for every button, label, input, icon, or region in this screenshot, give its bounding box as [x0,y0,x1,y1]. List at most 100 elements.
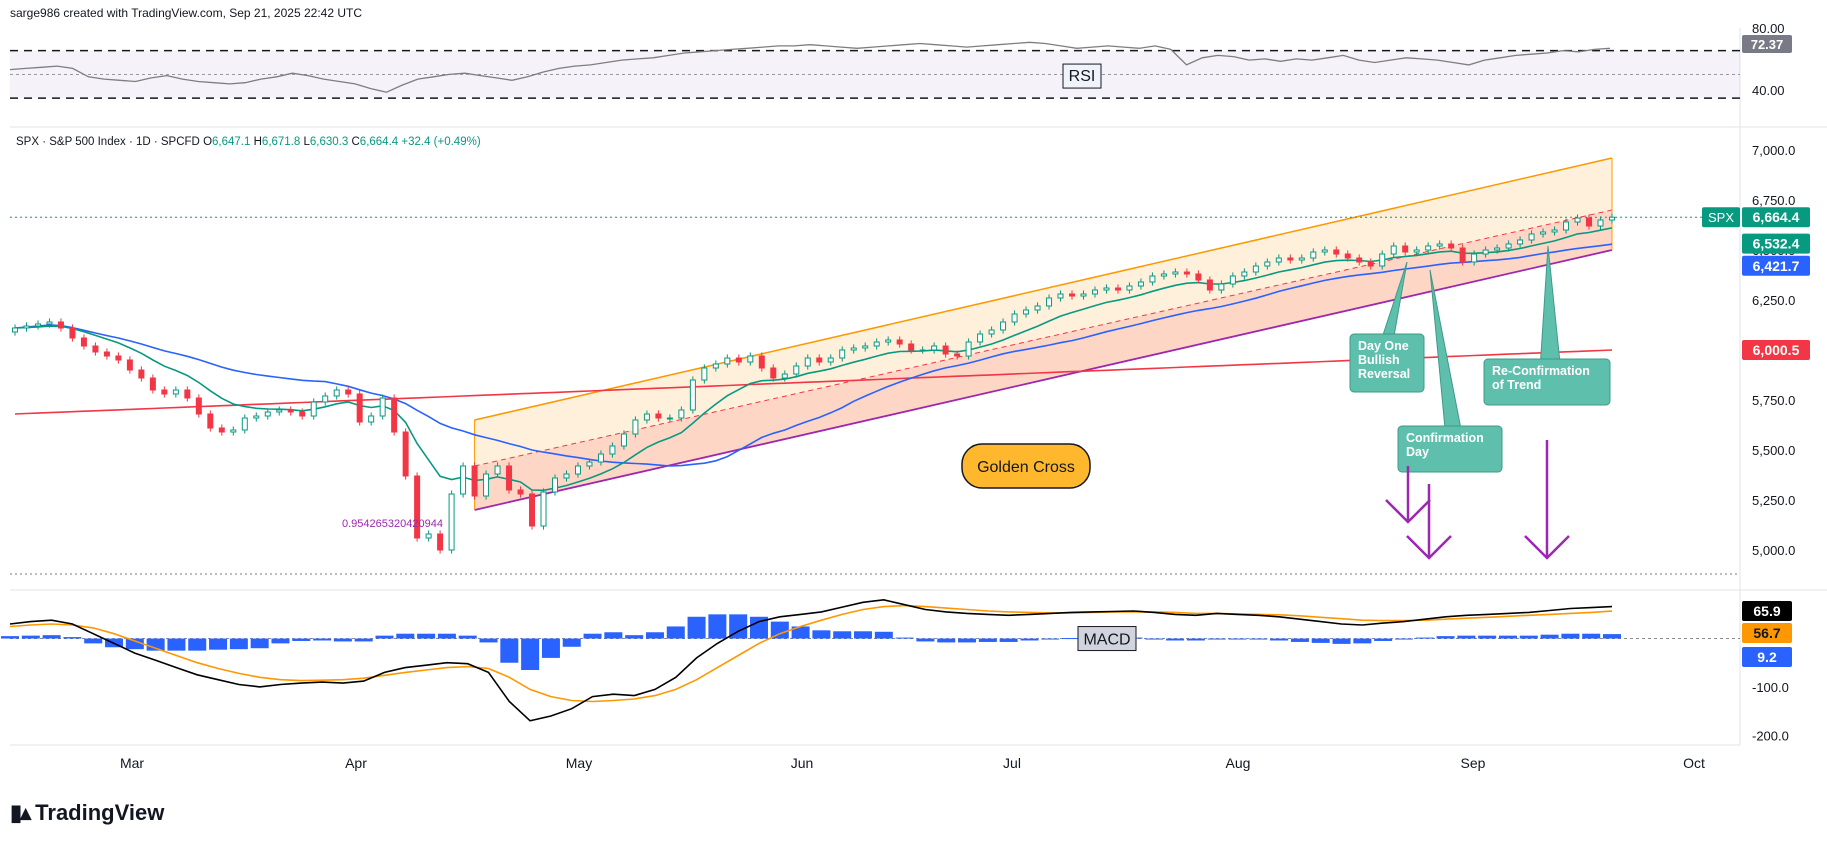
candle [586,458,593,470]
candle [965,338,972,360]
ma50-last-badge [1742,255,1810,276]
candle [23,322,30,332]
candle [34,320,41,330]
ma50-line [14,243,1613,467]
callout-confirmation-day-line-0: Confirmation [1406,431,1484,445]
candle [1275,254,1282,266]
price-panel[interactable] [10,157,1740,575]
signal-last-value: 56.7 [1753,625,1780,641]
candle [1229,272,1236,288]
golden-cross-badge [961,443,1091,489]
close-label: C [351,136,360,148]
candle [1149,272,1156,286]
macd-hist-bar [521,638,540,670]
rsi-tick-1: 80.00 [1752,21,1785,36]
candle [1137,278,1144,290]
candle [253,412,260,422]
macd-hist-bar [1249,638,1268,640]
macd-panel[interactable]: MACD [1,598,1740,722]
candle [460,462,467,498]
candle [827,354,834,366]
macd-hist-bar [958,638,977,643]
macd-hist-bar [854,631,873,639]
candle [597,450,604,466]
macd-hist-bar [1457,635,1476,639]
candle [437,530,444,554]
candle [368,412,375,426]
candle [850,344,857,354]
macd-hist-bar [625,635,644,639]
candle [1597,216,1604,230]
candle [643,410,650,424]
candle [184,386,191,402]
macd-hist-bar [937,638,956,643]
brand[interactable]: ▮▴ TradingView [10,800,164,826]
candle [425,530,432,542]
macd-hist-bar [1166,638,1185,641]
macd-hist-bar [42,635,61,639]
candle [276,406,283,416]
callout-reconfirmation-line-0: Re-Confirmation [1492,364,1590,378]
price-last-badge [1742,207,1810,228]
candle [299,408,306,420]
macd-hist-bar [146,638,165,651]
macd-hist-bar [1145,638,1164,640]
candle [1333,246,1340,258]
macd-hist-bar [229,638,248,650]
macd-hist-bar [1561,633,1580,639]
price-tick-5: 6,250.0 [1752,293,1795,308]
candle [1413,246,1420,256]
macd-hist-bar [1353,638,1372,644]
candle [1126,282,1133,294]
candle [230,426,237,436]
candle [1402,242,1409,256]
macd-hist-bar [791,626,810,639]
candle [1252,262,1259,276]
macd-hist-bar [396,633,415,639]
close-value: 6,664.4 [359,136,399,148]
candle [563,470,570,482]
candle [322,392,329,406]
channel-top-line [474,157,1613,421]
macd-label: MACD [1083,632,1130,649]
candle [1551,226,1558,236]
ma200-last-badge [1742,340,1810,360]
macd-hist-bar [1332,638,1351,644]
candle [1172,268,1179,278]
candle [1034,302,1041,314]
candle [1080,290,1087,300]
candle [678,406,685,422]
macd-hist-bar [1415,637,1434,639]
macd-hist-bar [354,638,373,642]
candle [310,398,317,420]
down-arrow-2 [1406,484,1452,560]
signal-last-badge [1742,623,1792,643]
candle [345,386,352,398]
macd-hist-bar [1603,634,1621,639]
rsi-panel[interactable]: RSI [9,41,1740,99]
down-arrow-3 [1524,440,1570,560]
macd-hist-bar [604,632,623,639]
price-tick-0: 5,000.0 [1752,543,1795,558]
candle [241,414,248,434]
macd-hist-bar [21,635,40,639]
candle [666,414,673,422]
candle [574,462,581,478]
symbol-title: SPX · S&P 500 Index · 1D · SPCFD [16,136,200,148]
x-tick-5: Aug [1226,755,1251,771]
candle [494,462,501,478]
macd-hist-bar [1,636,19,639]
candle [207,410,214,432]
candle [1482,246,1489,258]
candle [1046,294,1053,310]
candle [1069,290,1076,300]
candle [414,472,421,542]
open-label: O [203,136,213,148]
macd-hist-bar [645,632,664,639]
macd-hist-bar [1394,638,1413,640]
candle [735,354,742,366]
